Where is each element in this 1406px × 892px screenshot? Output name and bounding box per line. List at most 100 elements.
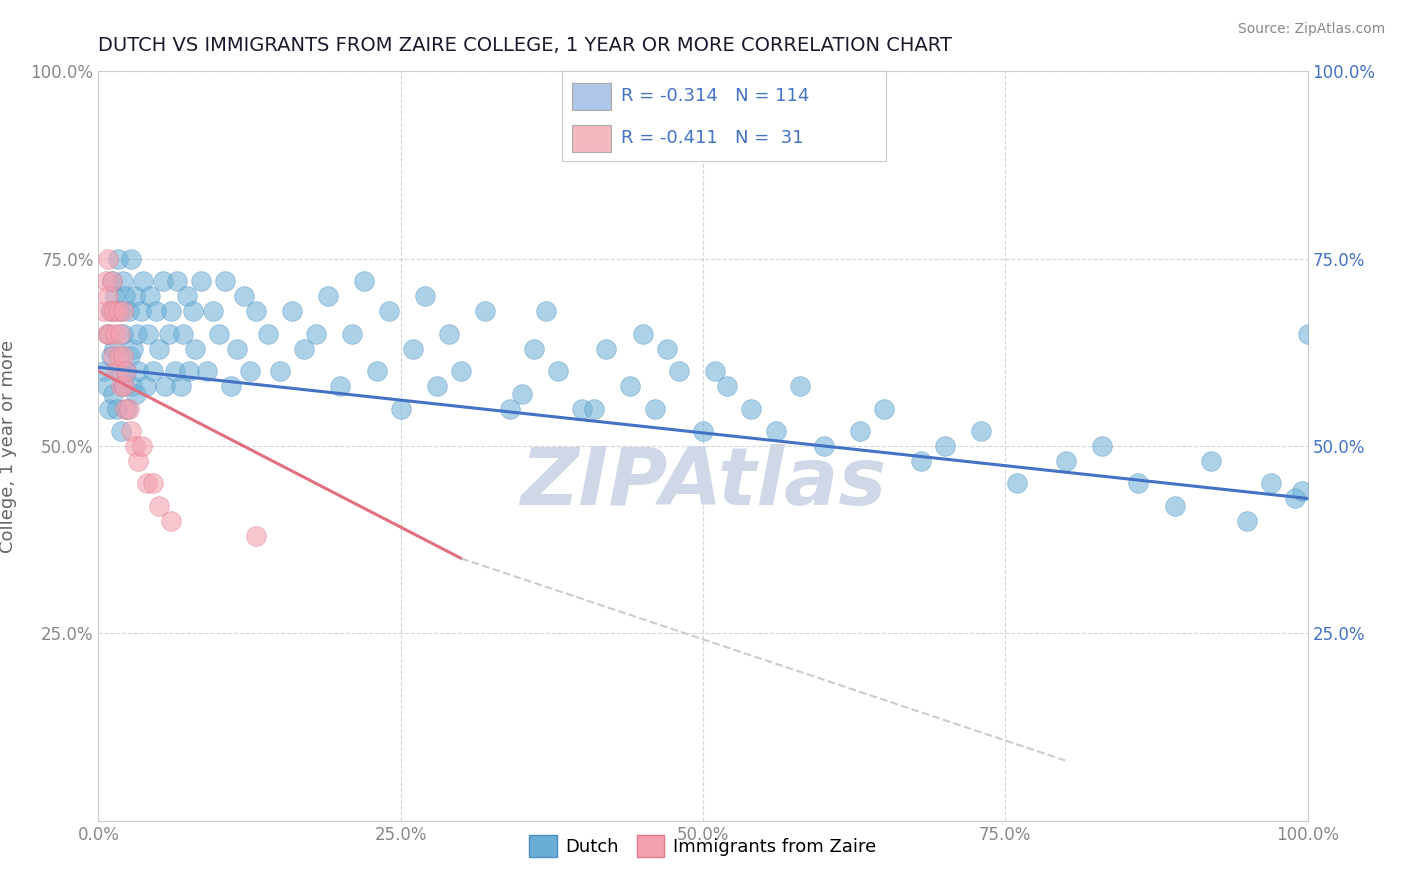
Point	[110, 424, 132, 438]
Point	[176, 289, 198, 303]
Point	[100, 304, 122, 318]
Point	[103, 304, 125, 318]
Text: ZIPAtlas: ZIPAtlas	[520, 444, 886, 523]
Point	[413, 289, 436, 303]
Point	[910, 454, 932, 468]
FancyBboxPatch shape	[572, 125, 610, 152]
Point	[329, 379, 352, 393]
Point	[107, 252, 129, 266]
Legend: Dutch, Immigrants from Zaire: Dutch, Immigrants from Zaire	[522, 828, 884, 864]
Point	[226, 342, 249, 356]
Point	[142, 364, 165, 378]
Point	[1291, 483, 1313, 498]
Point	[184, 342, 207, 356]
Point	[595, 342, 617, 356]
Point	[111, 274, 134, 288]
Point	[202, 304, 225, 318]
Point	[166, 274, 188, 288]
Point	[849, 424, 872, 438]
Point	[105, 364, 128, 378]
Point	[127, 364, 149, 378]
Point	[655, 342, 678, 356]
Point	[239, 364, 262, 378]
Point	[100, 274, 122, 288]
Point	[135, 379, 157, 393]
Point	[152, 274, 174, 288]
Point	[100, 274, 122, 288]
Point	[160, 304, 183, 318]
Point	[450, 364, 472, 378]
Point	[389, 401, 412, 416]
Point	[111, 326, 134, 341]
Point	[100, 304, 122, 318]
Point	[305, 326, 328, 341]
Point	[104, 326, 127, 341]
Point	[534, 304, 557, 318]
Point	[153, 379, 176, 393]
Text: R = -0.411   N =  31: R = -0.411 N = 31	[620, 129, 803, 147]
Point	[117, 401, 139, 416]
Point	[789, 379, 811, 393]
Point	[97, 326, 120, 341]
Point	[221, 379, 243, 393]
Point	[122, 342, 145, 356]
Point	[127, 326, 149, 341]
Point	[98, 401, 121, 416]
Point	[98, 326, 121, 341]
Point	[619, 379, 641, 393]
Point	[281, 304, 304, 318]
Point	[179, 364, 201, 378]
Point	[402, 342, 425, 356]
Point	[110, 379, 132, 393]
Point	[970, 424, 993, 438]
Point	[139, 289, 162, 303]
Point	[353, 274, 375, 288]
Point	[1260, 476, 1282, 491]
Point	[112, 379, 135, 393]
Point	[571, 401, 593, 416]
Point	[136, 326, 159, 341]
Point	[510, 386, 533, 401]
Point	[1199, 454, 1222, 468]
Point	[813, 439, 835, 453]
Point	[644, 401, 666, 416]
Point	[111, 304, 134, 318]
Point	[934, 439, 956, 453]
Point	[245, 304, 267, 318]
Point	[765, 424, 787, 438]
Point	[129, 304, 152, 318]
Point	[474, 304, 496, 318]
Point	[118, 304, 141, 318]
Point	[232, 289, 254, 303]
Point	[1236, 514, 1258, 528]
Point	[100, 349, 122, 363]
Point	[114, 289, 136, 303]
Point	[93, 304, 115, 318]
Point	[125, 386, 148, 401]
Point	[104, 289, 127, 303]
Point	[107, 304, 129, 318]
Point	[108, 364, 131, 378]
Point	[114, 401, 136, 416]
Point	[631, 326, 654, 341]
Point	[169, 379, 191, 393]
Point	[1296, 326, 1319, 341]
Point	[157, 326, 180, 341]
Point	[148, 342, 170, 356]
FancyBboxPatch shape	[572, 83, 610, 110]
Point	[366, 364, 388, 378]
Point	[120, 252, 142, 266]
Point	[1163, 499, 1185, 513]
Point	[316, 289, 339, 303]
Point	[245, 529, 267, 543]
Point	[96, 379, 118, 393]
Point	[142, 476, 165, 491]
Point	[112, 379, 135, 393]
Point	[132, 274, 155, 288]
Point	[668, 364, 690, 378]
Point	[377, 304, 399, 318]
Point	[1054, 454, 1077, 468]
Point	[1128, 476, 1150, 491]
Point	[105, 401, 128, 416]
Point	[127, 454, 149, 468]
